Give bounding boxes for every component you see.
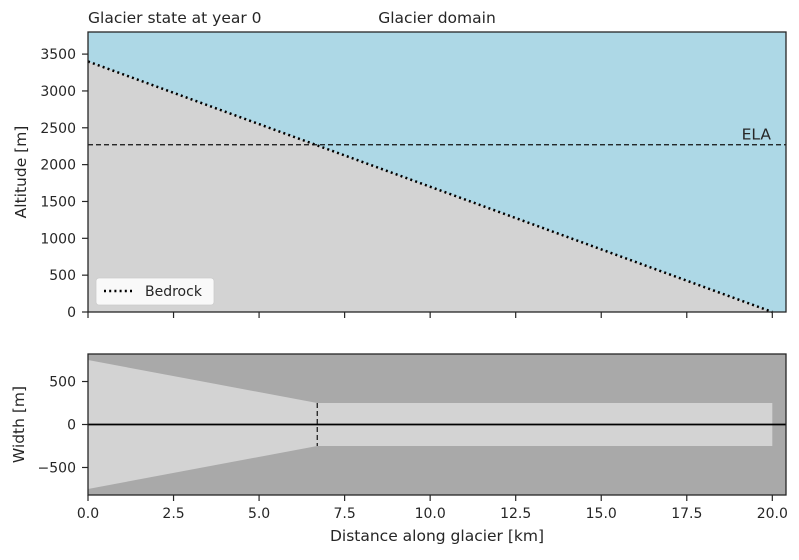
width-panel: −500 0 500 0.0 2.5 5.0 7.5 10.0 12.5 15.0 17.5 20.… (10, 353, 788, 545)
distance-x-tick-label: 7.5 (333, 506, 355, 522)
altitude-y-label: Altitude [m] (12, 126, 30, 219)
legend: Bedrock (95, 277, 215, 306)
width-y-tick-label: 0 (67, 418, 76, 434)
distance-x-tick-label: 20.0 (757, 506, 788, 522)
altitude-y-ticks: 0 500 1000 1500 2000 2500 3000 3500 (40, 47, 88, 321)
width-y-tick-label: −500 (38, 460, 76, 476)
altitude-y-tick-label: 1500 (40, 194, 76, 210)
altitude-panel: ELA 0 500 1000 1500 2000 2500 3000 3500 Glacier… (12, 9, 787, 321)
altitude-y-tick-label: 3500 (40, 47, 76, 63)
title-left: Glacier state at year 0 (88, 9, 262, 27)
altitude-y-tick-label: 2000 (40, 158, 76, 174)
altitude-axes-frame (87, 31, 787, 313)
distance-x-tick-label: 5.0 (248, 506, 270, 522)
bedrock-fill (88, 61, 786, 313)
distance-x-tick-label: 17.5 (671, 506, 702, 522)
altitude-y-tick-label: 500 (49, 268, 76, 284)
distance-x-label: Distance along glacier [km] (330, 527, 544, 545)
width-y-tick-label: 500 (49, 375, 76, 391)
legend-bedrock-label: Bedrock (145, 284, 203, 300)
distance-x-tick-label: 0.0 (77, 506, 99, 522)
distance-x-tick-label: 12.5 (500, 506, 531, 522)
bedrock-line (87, 60, 773, 314)
width-y-ticks: −500 0 500 (38, 375, 88, 476)
legend-box (95, 277, 215, 306)
ela-label: ELA (742, 126, 772, 144)
altitude-y-tick-label: 3000 (40, 84, 76, 100)
width-y-label: Width [m] (10, 386, 28, 463)
distance-x-ticks: 0.0 2.5 5.0 7.5 10.0 12.5 15.0 17.5 20.0 (77, 495, 788, 522)
altitude-y-tick-label: 2500 (40, 121, 76, 137)
altitude-x-ticks (87, 312, 773, 318)
altitude-y-tick-label: 0 (67, 305, 76, 321)
altitude-y-tick-label: 1000 (40, 231, 76, 247)
width-axes-frame (87, 353, 787, 496)
distance-x-tick-label: 10.0 (415, 506, 446, 522)
title-center: Glacier domain (378, 9, 496, 27)
distance-x-tick-label: 15.0 (586, 506, 617, 522)
distance-x-tick-label: 2.5 (162, 506, 184, 522)
